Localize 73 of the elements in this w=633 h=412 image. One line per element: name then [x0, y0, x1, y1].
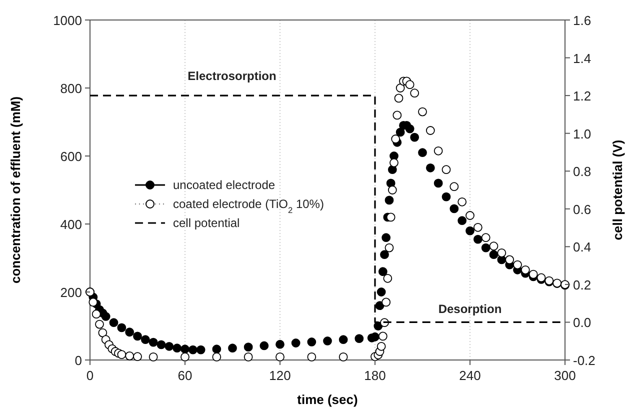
point [383, 274, 392, 283]
point [410, 88, 420, 98]
y-tick-label: 0 [74, 353, 82, 368]
y2-tick-label: 1.6 [573, 13, 592, 28]
point [426, 126, 435, 135]
point [434, 146, 443, 156]
legend-label: uncoated electrode [173, 178, 276, 192]
point [450, 182, 459, 192]
point [394, 94, 404, 103]
point [520, 265, 530, 274]
legend-label: cell potential [173, 216, 240, 230]
point [338, 352, 348, 362]
y-tick-label: 1000 [53, 13, 82, 28]
point [376, 342, 386, 351]
point [392, 110, 402, 120]
y-tick-label: 600 [60, 149, 82, 164]
y2-tick-label: 0.0 [573, 315, 592, 330]
y2-tick-label: 1.2 [573, 88, 592, 104]
point [396, 84, 405, 92]
point [244, 352, 253, 362]
x-tick-label: 180 [364, 368, 386, 383]
annotation: Electrosorption [188, 69, 276, 83]
point [418, 107, 427, 116]
point [88, 298, 98, 307]
y2-tick-label: 0.8 [573, 164, 592, 180]
y2-tick-label: 0.6 [573, 202, 592, 217]
y-tick-label: 200 [60, 285, 82, 300]
point [386, 212, 396, 222]
annotation: Desorption [438, 302, 502, 316]
point [442, 165, 451, 174]
point [382, 298, 391, 307]
point [212, 352, 222, 362]
point [378, 332, 388, 341]
y2-tick-label: 1.0 [573, 126, 592, 142]
point [473, 222, 482, 232]
y-tick-label: 400 [60, 217, 82, 232]
point [405, 80, 414, 90]
point [391, 134, 400, 144]
y2-tick-label: 0.2 [573, 277, 592, 292]
point [458, 197, 467, 206]
point [276, 352, 284, 362]
point [98, 328, 108, 338]
point [307, 352, 316, 362]
y2-tick-label: 0.4 [573, 240, 592, 255]
point [466, 211, 474, 220]
point [125, 351, 134, 360]
y2-tick-label: 1.4 [573, 50, 592, 66]
x-tick-label: 0 [86, 368, 94, 383]
point [384, 243, 394, 252]
point [92, 310, 101, 319]
y2-tick-label: -0.2 [573, 353, 596, 368]
point [388, 186, 397, 194]
point [117, 350, 126, 360]
x-tick-label: 240 [459, 368, 481, 383]
point [528, 270, 538, 279]
legend-label: coated electrode (TiO$_{2}$ 10%) [173, 197, 324, 215]
point [180, 352, 190, 362]
point [390, 158, 398, 168]
y-tick-label: 800 [60, 81, 82, 96]
x-tick-label: 300 [554, 368, 576, 383]
point [489, 242, 498, 251]
point [497, 248, 506, 258]
y2-axis-title: cell potential (V) [610, 140, 625, 240]
x-tick-label: 60 [178, 368, 192, 383]
point [148, 352, 158, 362]
point [481, 233, 490, 242]
point [95, 320, 104, 329]
point [505, 255, 514, 264]
x-axis-title: time (sec) [297, 392, 358, 407]
point [133, 352, 142, 362]
y-axis-title: concentration of effluent (mM) [8, 96, 23, 284]
x-tick-label: 120 [269, 368, 291, 383]
point [513, 260, 522, 270]
